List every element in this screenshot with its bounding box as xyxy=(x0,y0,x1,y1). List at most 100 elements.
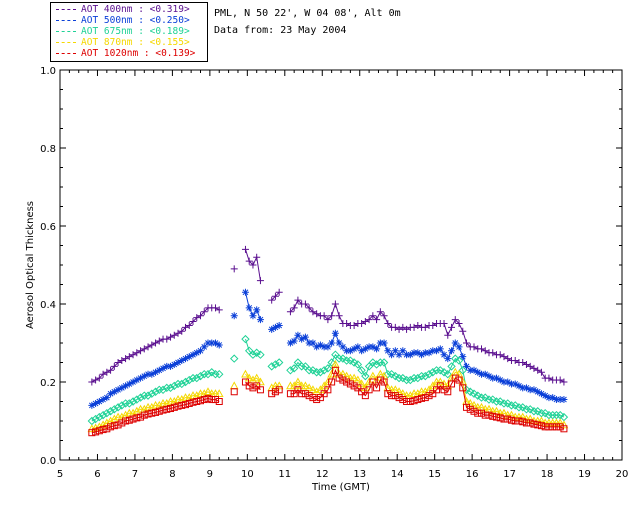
data-point xyxy=(358,388,366,396)
data-point xyxy=(137,374,145,382)
series-0 xyxy=(88,245,568,386)
data-point xyxy=(178,357,186,365)
data-point xyxy=(421,394,429,402)
x-tick-label: 20 xyxy=(616,469,629,480)
data-point xyxy=(197,347,204,355)
data-point xyxy=(99,396,107,404)
data-point xyxy=(507,380,515,388)
data-point xyxy=(448,323,456,331)
data-point xyxy=(410,349,418,357)
data-point xyxy=(339,376,347,384)
data-point xyxy=(241,369,250,378)
data-point xyxy=(230,354,239,363)
x-tick-label: 12 xyxy=(316,469,329,480)
data-point xyxy=(511,401,520,410)
data-point xyxy=(129,351,137,359)
data-point xyxy=(357,379,366,388)
axes-layer: 5 6 7 8 9 10 11 12 13 14 15 16 17 18 19 20 0.0 0.2 0.4 0.6 0… xyxy=(40,66,628,480)
data-point xyxy=(148,341,156,349)
data-point xyxy=(439,368,449,377)
data-point xyxy=(331,366,339,374)
data-point xyxy=(444,331,452,339)
data-point xyxy=(256,386,264,394)
data-point xyxy=(271,323,279,331)
data-point xyxy=(88,378,96,386)
data-point xyxy=(113,403,123,412)
data-point xyxy=(353,360,363,369)
data-point xyxy=(507,401,516,410)
data-point xyxy=(241,288,249,296)
data-point xyxy=(214,389,224,397)
data-point xyxy=(256,316,264,324)
data-point xyxy=(444,388,452,396)
legend-swatch-870nm xyxy=(56,42,76,43)
data-point xyxy=(159,406,167,414)
data-point xyxy=(477,393,486,402)
data-point xyxy=(369,312,377,320)
data-point xyxy=(110,405,119,414)
data-point xyxy=(253,306,261,314)
data-point xyxy=(95,374,103,382)
data-point xyxy=(286,390,294,398)
data-point xyxy=(339,343,347,351)
data-point xyxy=(125,399,134,408)
data-point xyxy=(230,388,238,396)
data-point xyxy=(414,321,422,329)
data-point xyxy=(129,378,137,386)
data-point xyxy=(541,392,549,400)
data-point xyxy=(152,368,160,376)
data-point xyxy=(305,392,313,400)
data-point xyxy=(155,337,163,345)
data-point xyxy=(204,394,212,402)
data-point xyxy=(533,407,542,416)
data-point xyxy=(399,323,407,331)
data-point xyxy=(555,418,565,427)
x-tick-label: 7 xyxy=(132,469,138,480)
data-point xyxy=(488,395,497,404)
data-point xyxy=(413,373,423,383)
x-tick-label: 5 xyxy=(57,469,63,480)
data-point xyxy=(556,396,564,404)
data-point xyxy=(448,380,456,388)
data-point xyxy=(230,312,238,320)
data-point xyxy=(489,412,497,420)
data-point xyxy=(481,393,490,402)
data-point xyxy=(338,354,348,363)
data-point xyxy=(189,318,197,326)
data-point xyxy=(485,372,493,380)
data-point xyxy=(500,353,508,361)
data-point xyxy=(324,316,332,324)
data-point xyxy=(376,308,384,316)
data-point xyxy=(507,410,516,419)
data-point xyxy=(343,320,351,327)
data-point xyxy=(492,397,501,406)
data-point xyxy=(309,339,317,347)
data-point xyxy=(481,370,489,378)
data-point xyxy=(559,420,569,429)
data-point xyxy=(459,327,467,335)
x-tick-label: 17 xyxy=(503,469,516,480)
data-point xyxy=(173,379,183,389)
data-point xyxy=(114,359,122,366)
data-point xyxy=(286,366,295,375)
data-point xyxy=(147,389,157,398)
data-point xyxy=(395,325,403,333)
data-point xyxy=(88,429,96,437)
data-point xyxy=(163,405,171,413)
data-point xyxy=(312,387,321,396)
data-point xyxy=(162,383,171,393)
data-point xyxy=(481,411,489,419)
data-point xyxy=(320,312,328,320)
data-point xyxy=(432,366,441,375)
data-point xyxy=(451,374,459,382)
data-point xyxy=(144,370,152,378)
data-point xyxy=(268,390,276,398)
data-point xyxy=(478,370,485,378)
data-point xyxy=(110,388,118,396)
data-point xyxy=(403,351,411,359)
data-point xyxy=(290,390,298,398)
data-point xyxy=(518,403,527,412)
data-point xyxy=(185,353,193,361)
data-point xyxy=(290,304,298,312)
data-point xyxy=(447,362,456,371)
